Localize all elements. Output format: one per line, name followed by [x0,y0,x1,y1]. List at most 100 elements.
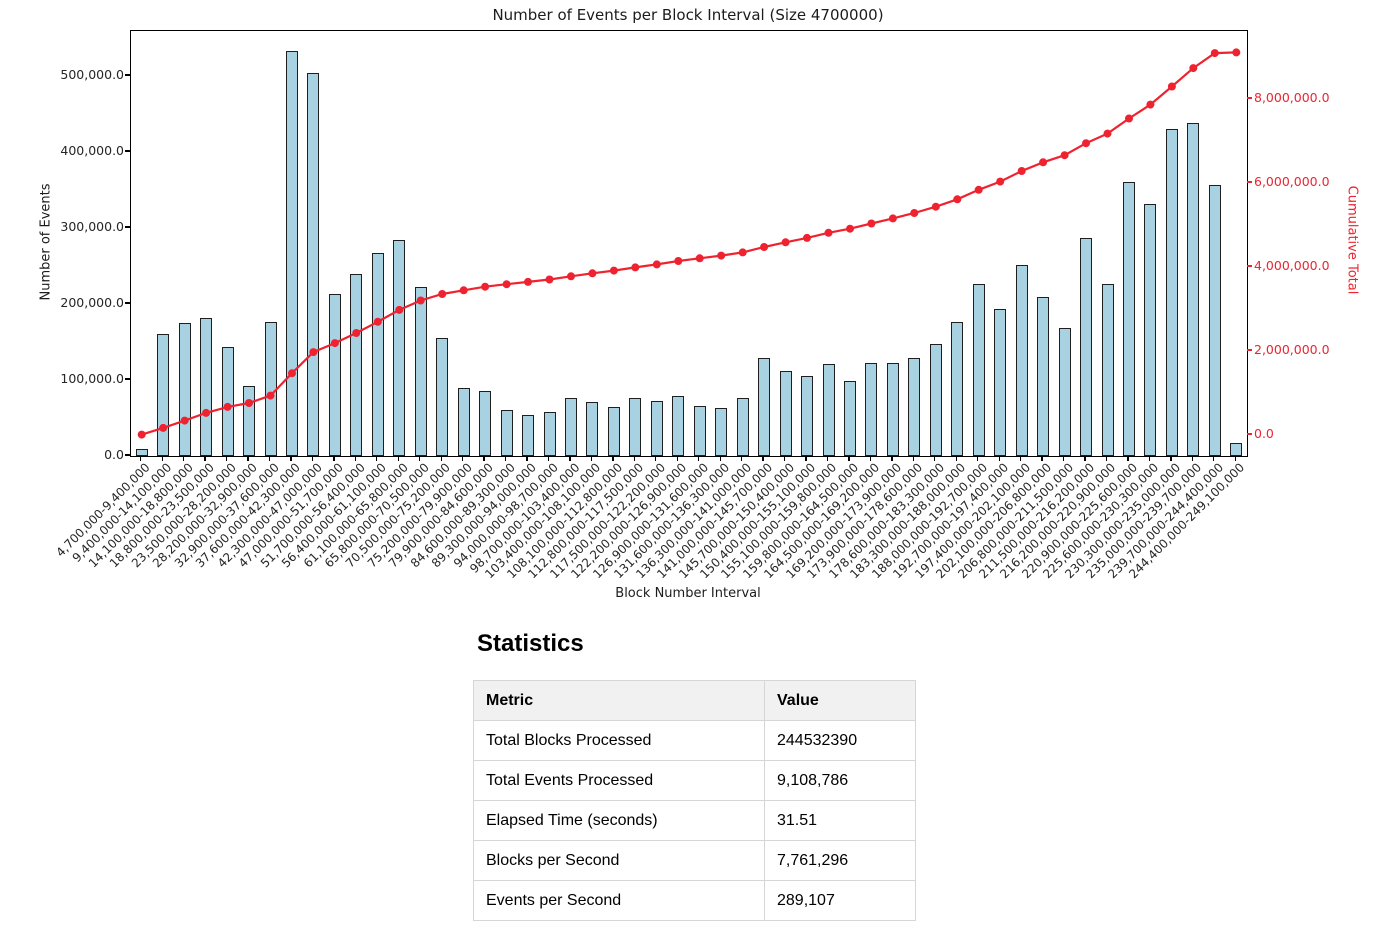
x-tick-mark [462,456,464,461]
y-tick-mark [125,226,130,228]
table-row: Total Events Processed 9,108,786 [473,760,916,801]
x-tick-mark [1148,456,1151,461]
x-tick-mark [183,456,185,461]
x-tick-mark [290,456,292,461]
y-tick-label-right: 2,000,000.0 [1254,342,1330,357]
y-tick-label-right: 8,000,000.0 [1254,90,1330,105]
bar [371,253,384,456]
bar [1230,443,1243,456]
bar [1058,328,1071,456]
x-tick-mark [397,456,399,461]
bar [822,364,835,456]
value-column-header: Value [764,680,916,721]
x-tick-mark [655,456,657,461]
bar [1165,129,1178,456]
x-tick-mark [140,456,142,461]
bar [951,321,964,456]
x-tick-mark [1213,456,1215,461]
x-tick-mark [268,456,271,461]
bar [693,405,706,456]
value-cell: 7,761,296 [764,840,916,881]
metric-column-header: Metric [473,680,765,721]
y-tick-mark [125,302,130,304]
x-tick-mark [1191,456,1193,461]
bar [715,408,728,456]
bar [1015,264,1028,456]
bar [500,410,513,456]
bar [672,396,685,456]
x-tick-mark [440,456,442,461]
statistics-table-body: Total Blocks Processed 244532390 Total E… [473,720,916,921]
bar [565,398,577,456]
x-tick-mark [333,456,335,461]
bar [607,406,620,456]
y-tick-label: 0.0 [104,447,124,462]
metric-cell: Events per Second [473,880,765,921]
x-tick-mark [612,456,614,461]
x-tick-mark [204,456,206,461]
bar [908,358,921,456]
bar [1037,297,1050,456]
x-tick-mark [483,456,485,461]
chart-title: Number of Events per Block Interval (Siz… [492,6,884,24]
y-tick-label: 300,000.0 [60,219,124,234]
x-axis-label: Block Number Interval [615,586,761,601]
bar [801,376,813,456]
y-tick-mark-right [1247,265,1252,267]
bar [779,370,792,456]
x-tick-mark [161,456,163,461]
bar [1123,182,1135,456]
y-tick-label: 200,000.0 [60,295,124,310]
x-tick-mark [419,456,421,461]
events-per-block-chart: Number of Events per Block Interval (Siz… [38,6,1360,601]
x-tick-mark [848,456,850,461]
bar [586,402,599,456]
y-tick-label: 100,000.0 [60,371,124,386]
value-cell: 289,107 [764,880,916,921]
x-tick-mark [354,456,356,461]
x-tick-mark [504,456,507,461]
x-tick-mark [998,456,1000,461]
x-tick-mark [1084,456,1086,461]
y-tick-mark [125,378,130,380]
x-tick-mark [762,456,764,461]
y-tick-mark-right [1247,433,1252,435]
bar [972,283,985,456]
y-tick-mark [125,74,130,76]
y-tick-mark [125,454,130,456]
bar [543,411,556,456]
bar [479,391,492,456]
bar [736,398,749,456]
x-tick-mark [376,456,378,461]
metric-cell: Total Events Processed [473,760,765,801]
value-cell: 244532390 [764,720,916,761]
x-tick-mark [912,456,914,461]
x-tick-mark [934,456,936,461]
bar [414,286,427,456]
bar [200,317,213,456]
bar [1080,237,1092,456]
bar [286,50,298,456]
bar [393,240,406,456]
bar [1144,204,1157,456]
bar [994,308,1007,456]
metric-cell: Elapsed Time (seconds) [473,800,765,841]
x-tick-mark [1062,456,1065,461]
cumulative-line [137,48,1241,439]
x-tick-mark [805,456,807,461]
y-tick-label: 400,000.0 [60,143,124,158]
bar [758,358,771,456]
bar [1208,184,1221,456]
x-tick-mark [719,456,721,461]
x-tick-mark [826,456,829,461]
x-tick-mark [225,456,228,461]
x-tick-mark [590,456,593,461]
bar [650,401,663,456]
x-tick-mark [1041,456,1043,461]
bar [844,380,856,456]
table-row: Blocks per Second 7,761,296 [473,840,916,881]
x-tick-mark [569,456,571,461]
y-axis-label-left: Number of Events [38,183,54,301]
x-tick-mark [869,456,872,461]
x-tick-mark [1105,456,1108,461]
